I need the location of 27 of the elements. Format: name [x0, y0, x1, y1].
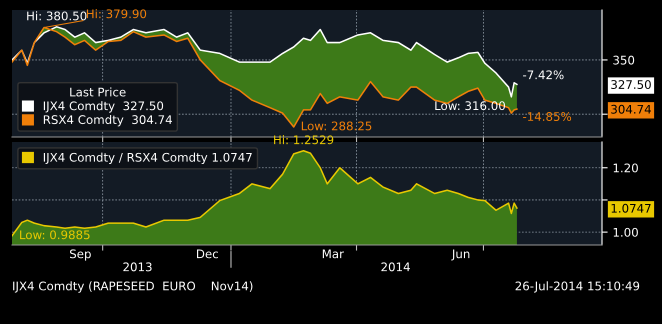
- annotation: -7.42%: [523, 70, 564, 80]
- x-tick-label: Dec: [197, 250, 218, 258]
- legend-title: Last Price: [70, 87, 126, 97]
- annotation: Hi: 380.50: [27, 11, 86, 20]
- line-series: [12, 26, 518, 98]
- x2-tick-label: 2014: [381, 262, 410, 272]
- y-tick-label: 1.0747: [612, 204, 651, 213]
- legend-label: IJX4 Comdty / RSX4 Comdty 1.0747: [44, 152, 252, 164]
- x-tick-label: Mar: [322, 250, 344, 258]
- legend-label: IJX4 Comdty 327.50: [44, 101, 164, 113]
- y-tick-label: 327.50: [611, 80, 651, 90]
- text: 26-Jul-2014 15:10:49: [516, 281, 640, 293]
- y-tick-label: 1.20: [614, 163, 638, 172]
- legend-label: RSX4 Comdty 304.74: [44, 114, 172, 126]
- annotation: -14.85%: [523, 112, 572, 121]
- annotation: Hi: 379.90: [86, 9, 146, 18]
- x-tick-label: Jun: [451, 250, 470, 260]
- x2-tick-label: 2013: [123, 262, 152, 272]
- annotation: Hi: 1.2529: [274, 135, 334, 144]
- annotation: Low: 288.25: [302, 121, 372, 130]
- y-tick-label: 350: [613, 56, 634, 65]
- annotation: Low: 316.00: [435, 101, 505, 110]
- text: IJX4 Comdty (RAPESEED EURO Nov14): [13, 281, 252, 293]
- y-tick-label: 304.74: [611, 104, 651, 114]
- y-tick-label: 1.00: [614, 228, 638, 237]
- x-tick-label: Sep: [70, 249, 91, 261]
- annotation: Low: 0.9885: [20, 230, 90, 240]
